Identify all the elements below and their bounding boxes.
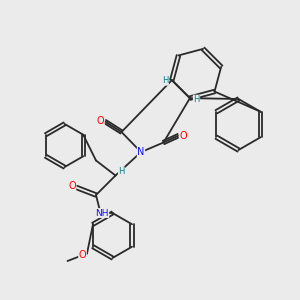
Text: O: O <box>79 250 86 260</box>
Text: NH: NH <box>95 208 109 217</box>
Text: H: H <box>162 76 169 85</box>
Text: H: H <box>118 167 125 176</box>
Text: N: N <box>137 147 145 157</box>
Text: O: O <box>68 181 76 191</box>
Text: O: O <box>97 116 104 127</box>
Text: H: H <box>193 95 200 104</box>
Text: O: O <box>179 130 187 141</box>
